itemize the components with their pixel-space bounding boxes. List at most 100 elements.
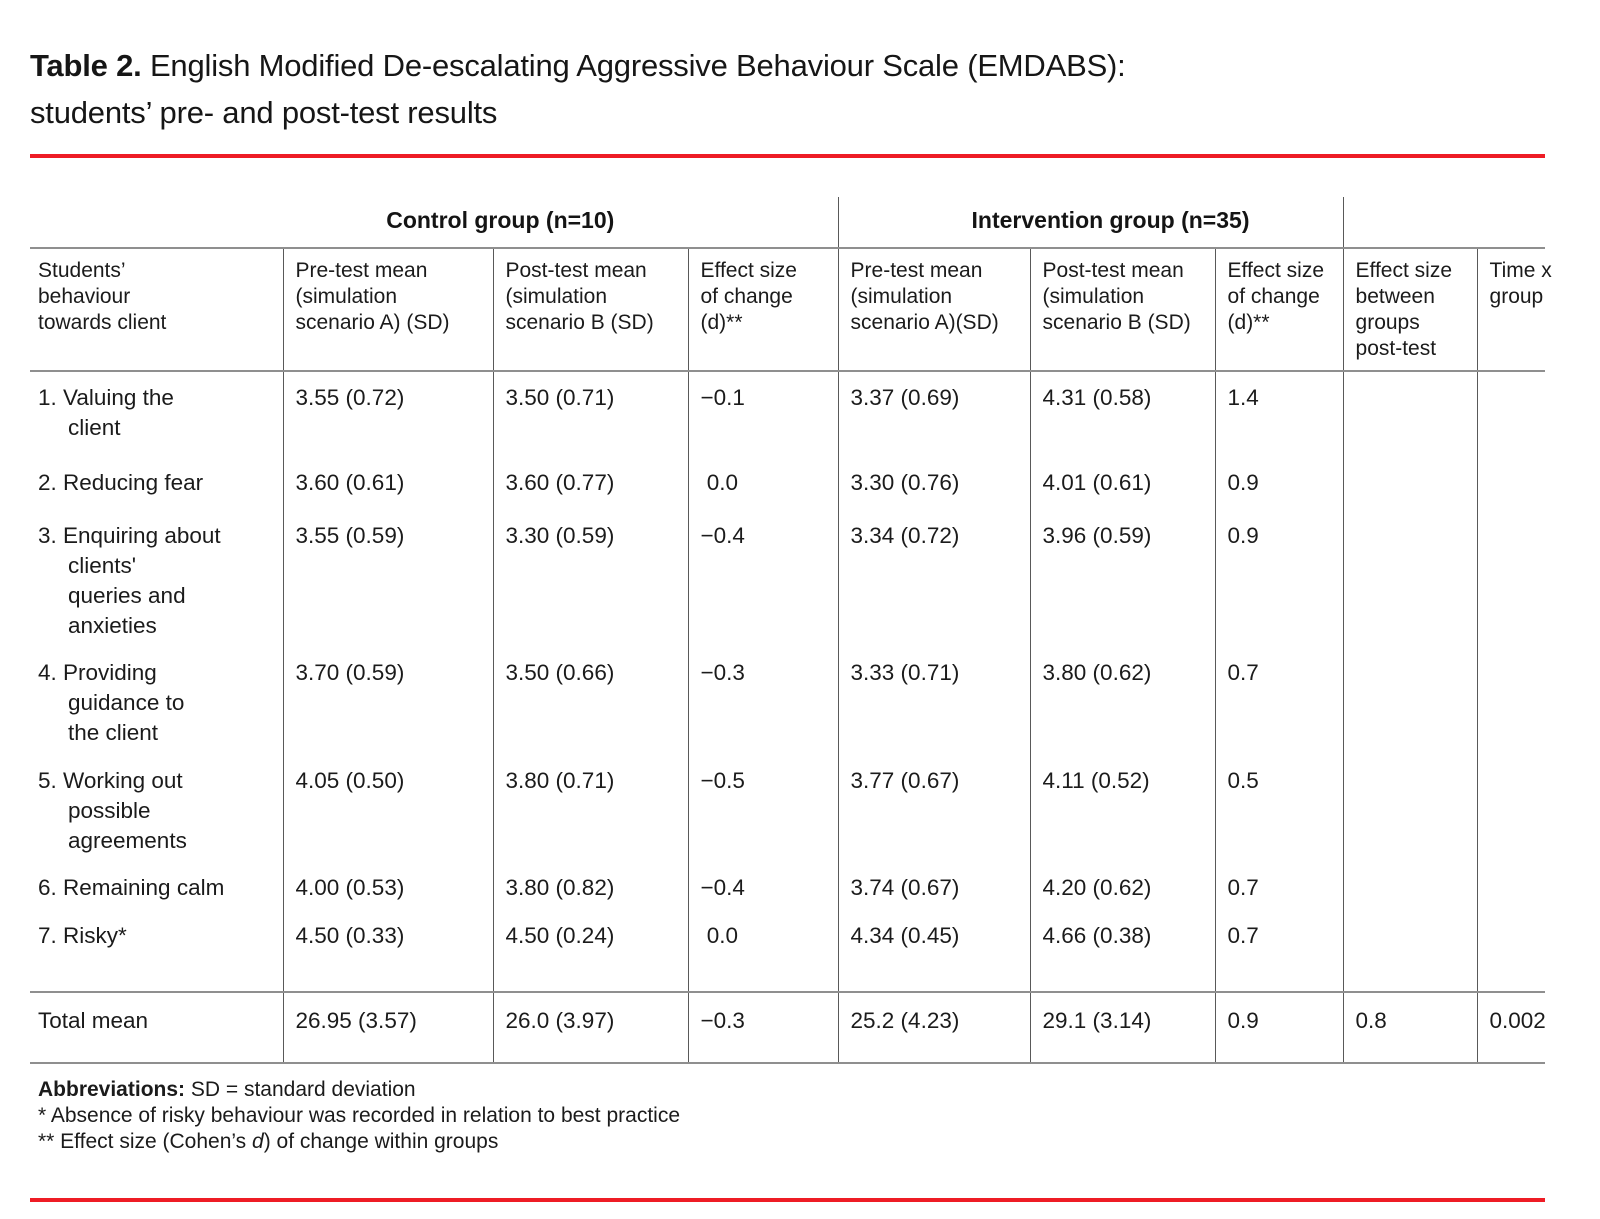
col-header-intervention-posttest: Post-test mean (simulation scenario B (S… bbox=[1029, 248, 1216, 372]
value-cell: 4.31 (0.58) bbox=[1029, 371, 1216, 457]
group-header-spacer-right bbox=[1343, 197, 1546, 249]
total-row: Total mean 26.95 (3.57) 26.0 (3.97) −0.3… bbox=[30, 991, 1546, 1064]
col-header-control-effect: Effect size of change (d)** bbox=[687, 248, 839, 372]
value-cell: 4.01 (0.61) bbox=[1029, 457, 1216, 510]
value-cell: 3.50 (0.71) bbox=[492, 371, 688, 457]
value-cell: 4.11 (0.52) bbox=[1029, 755, 1216, 862]
value-cell: 0.0 bbox=[687, 910, 839, 992]
value-cell: 3.60 (0.77) bbox=[492, 457, 688, 510]
table-title-label: Table 2. bbox=[30, 48, 142, 83]
value-cell: 3.70 (0.59) bbox=[282, 647, 493, 755]
value-cell: 0.7 bbox=[1214, 862, 1344, 910]
value-cell: 3.80 (0.82) bbox=[492, 862, 688, 910]
behaviour-cell: 4. Providing guidance to the client bbox=[38, 660, 185, 745]
value-cell: 3.30 (0.59) bbox=[492, 510, 688, 647]
top-red-rule bbox=[30, 154, 1545, 158]
table-title-line2: students’ pre- and post-test results bbox=[30, 95, 498, 130]
col-header-effect-between-groups: Effect size between groups post-test bbox=[1342, 248, 1478, 372]
value-cell: 0.7 bbox=[1214, 910, 1344, 992]
column-header-row: Students’ behaviour towards client Pre-t… bbox=[30, 248, 1552, 372]
value-cell: 1.4 bbox=[1214, 371, 1344, 457]
empty-cell bbox=[1476, 371, 1546, 457]
value-cell: 3.34 (0.72) bbox=[837, 510, 1031, 647]
value-cell: 0.7 bbox=[1214, 647, 1344, 755]
total-value-cell: −0.3 bbox=[687, 991, 839, 1064]
value-cell: −0.1 bbox=[687, 371, 839, 457]
empty-cell bbox=[1476, 755, 1546, 862]
table-row: 5. Working out possible agreements 4.05 … bbox=[30, 755, 1546, 862]
document-page: Table 2. English Modified De-escalating … bbox=[30, 42, 1552, 1202]
footnotes: Abbreviations: SD = standard deviation *… bbox=[30, 1077, 1545, 1155]
empty-cell bbox=[1342, 862, 1478, 910]
value-cell: 3.96 (0.59) bbox=[1029, 510, 1216, 647]
value-cell: 3.30 (0.76) bbox=[837, 457, 1031, 510]
value-cell: 4.66 (0.38) bbox=[1029, 910, 1216, 992]
empty-cell bbox=[1342, 755, 1478, 862]
value-cell: 0.0 bbox=[687, 457, 839, 510]
footnote-risky: * Absence of risky behaviour was recorde… bbox=[38, 1104, 681, 1127]
abbreviations-label: Abbreviations: bbox=[38, 1078, 186, 1101]
value-cell: 3.60 (0.61) bbox=[282, 457, 493, 510]
footnote-effect-size: ** Effect size (Cohen’s d) of change wit… bbox=[38, 1130, 499, 1153]
table-row: 7. Risky* 4.50 (0.33) 4.50 (0.24) 0.0 4.… bbox=[30, 910, 1546, 992]
empty-cell bbox=[1476, 510, 1546, 647]
total-value-cell: 26.0 (3.97) bbox=[492, 991, 688, 1064]
value-cell: −0.5 bbox=[687, 755, 839, 862]
total-value-cell: 26.95 (3.57) bbox=[282, 991, 493, 1064]
behaviour-cell: 5. Working out possible agreements bbox=[38, 768, 187, 853]
value-cell: 4.00 (0.53) bbox=[282, 862, 493, 910]
value-cell: 0.9 bbox=[1214, 510, 1344, 647]
value-cell: −0.4 bbox=[687, 510, 839, 647]
value-cell: 0.9 bbox=[1214, 457, 1344, 510]
value-cell: 3.80 (0.62) bbox=[1029, 647, 1216, 755]
behaviour-cell: 7. Risky* bbox=[38, 923, 127, 948]
empty-cell bbox=[1342, 457, 1478, 510]
col-header-control-posttest: Post-test mean (simulation scenario B (S… bbox=[492, 248, 688, 372]
bottom-red-rule bbox=[30, 1198, 1545, 1202]
value-cell: 3.37 (0.69) bbox=[837, 371, 1031, 457]
value-cell: 3.77 (0.67) bbox=[837, 755, 1031, 862]
cohens-d-italic: d bbox=[252, 1130, 264, 1153]
behaviour-cell: 3. Enquiring about clients' queries and … bbox=[38, 523, 221, 638]
table-row: 3. Enquiring about clients' queries and … bbox=[30, 510, 1546, 647]
group-header-row: Control group (n=10) Intervention group … bbox=[30, 197, 1546, 249]
col-header-time-x-group: Time x group bbox=[1476, 248, 1552, 372]
behaviour-cell: 1. Valuing the client bbox=[38, 385, 174, 440]
value-cell: 0.5 bbox=[1214, 755, 1344, 862]
empty-cell bbox=[1476, 862, 1546, 910]
value-cell: 3.50 (0.66) bbox=[492, 647, 688, 755]
table-row: 1. Valuing the client 3.55 (0.72) 3.50 (… bbox=[30, 371, 1546, 457]
total-value-cell: 29.1 (3.14) bbox=[1029, 991, 1216, 1064]
total-value-cell: 0.8 bbox=[1342, 991, 1478, 1064]
col-header-control-pretest: Pre-test mean (simulation scenario A) (S… bbox=[282, 248, 493, 372]
empty-cell bbox=[1476, 457, 1546, 510]
total-value-cell: 25.2 (4.23) bbox=[837, 991, 1031, 1064]
behaviour-cell: 2. Reducing fear bbox=[38, 470, 204, 495]
value-cell: 4.50 (0.33) bbox=[282, 910, 493, 992]
value-cell: 3.55 (0.72) bbox=[282, 371, 493, 457]
empty-cell bbox=[1342, 647, 1478, 755]
value-cell: 3.80 (0.71) bbox=[492, 755, 688, 862]
total-label-cell: Total mean bbox=[30, 991, 283, 1064]
intervention-group-header: Intervention group (n=35) bbox=[837, 197, 1344, 249]
value-cell: 3.55 (0.59) bbox=[282, 510, 493, 647]
empty-cell bbox=[1342, 910, 1478, 992]
total-value-cell: 0.9 bbox=[1214, 991, 1344, 1064]
empty-cell bbox=[1342, 510, 1478, 647]
value-cell: −0.4 bbox=[687, 862, 839, 910]
table-title-line1: English Modified De-escalating Aggressiv… bbox=[141, 48, 1126, 83]
results-table: Control group (n=10) Intervention group … bbox=[30, 197, 1552, 1064]
value-cell: 4.50 (0.24) bbox=[492, 910, 688, 992]
value-cell: 3.33 (0.71) bbox=[837, 647, 1031, 755]
table-row: 4. Providing guidance to the client 3.70… bbox=[30, 647, 1546, 755]
control-group-header: Control group (n=10) bbox=[283, 197, 839, 249]
empty-cell bbox=[1476, 910, 1546, 992]
value-cell: −0.3 bbox=[687, 647, 839, 755]
value-cell: 4.20 (0.62) bbox=[1029, 862, 1216, 910]
table-row: 6. Remaining calm 4.00 (0.53) 3.80 (0.82… bbox=[30, 862, 1546, 910]
col-header-intervention-effect: Effect size of change (d)** bbox=[1214, 248, 1344, 372]
value-cell: 4.34 (0.45) bbox=[837, 910, 1031, 992]
table-title: Table 2. English Modified De-escalating … bbox=[30, 42, 1545, 136]
empty-cell bbox=[1342, 371, 1478, 457]
total-value-cell: 0.002 bbox=[1476, 991, 1546, 1064]
